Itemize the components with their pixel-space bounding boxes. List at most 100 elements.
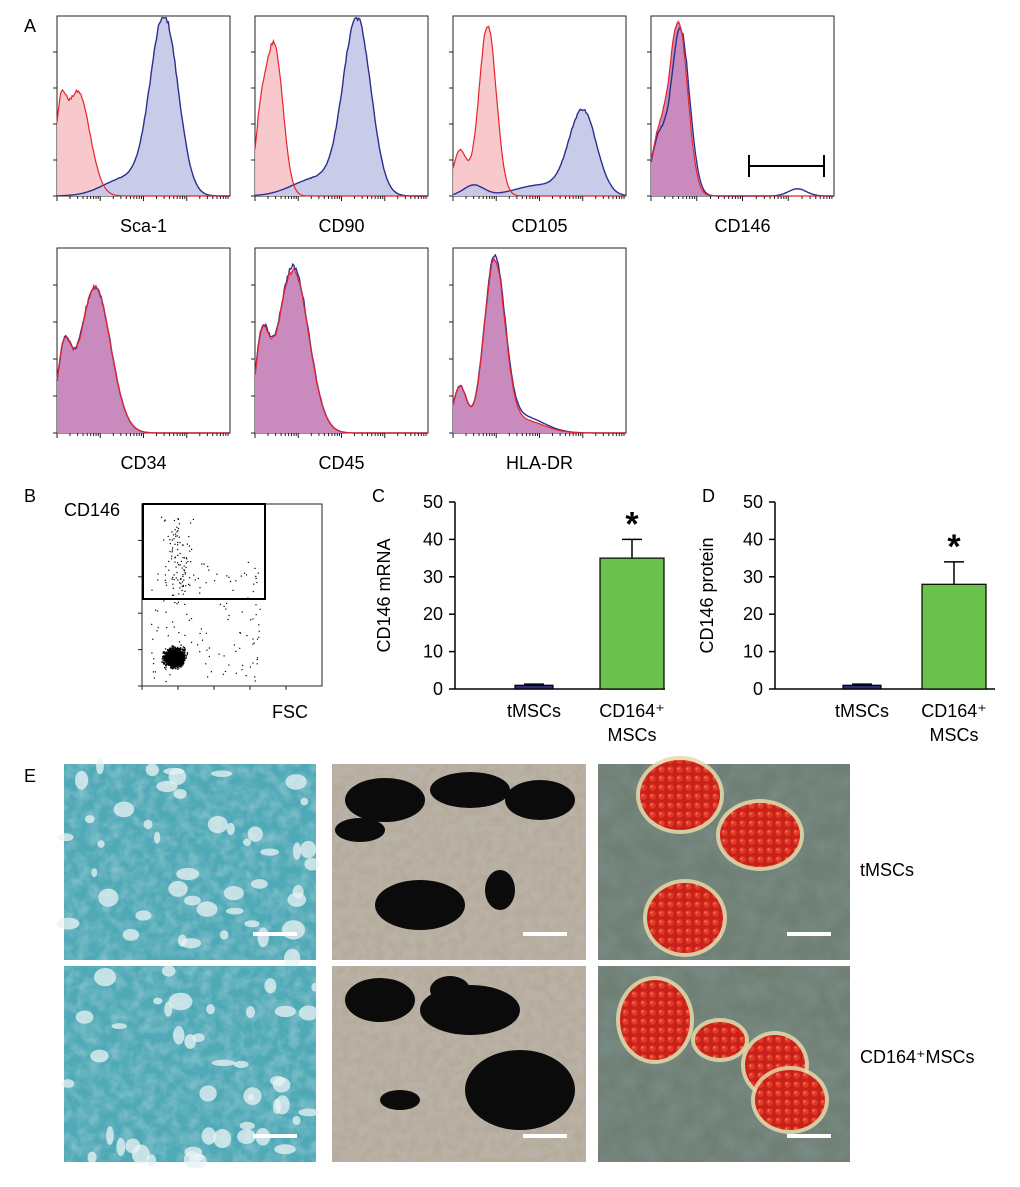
micrograph-oil-cd164 <box>598 966 850 1162</box>
cell-vacuole <box>300 797 309 806</box>
y-tick-label: 30 <box>743 567 763 587</box>
scale-bar <box>787 1134 831 1138</box>
dot-plot-event <box>242 664 244 666</box>
dot-plot-event <box>179 653 181 656</box>
dot-plot-event <box>208 569 210 571</box>
dot-plot-event <box>182 557 184 559</box>
dot-plot-xlabel: FSC <box>272 702 308 722</box>
dot-plot-event <box>164 519 166 521</box>
dot-plot-event <box>179 663 181 665</box>
dot-plot-event <box>172 621 174 623</box>
histogram-ticks <box>449 284 625 438</box>
dot-plot-event <box>151 652 153 654</box>
significance-mark: * <box>947 528 961 566</box>
dot-plot-event <box>169 651 171 654</box>
histogram-ticks <box>449 51 625 201</box>
dot-plot-event <box>151 623 153 625</box>
micrograph-grid <box>56 756 850 1169</box>
error-bar <box>852 683 872 686</box>
dot-plot-event <box>185 657 187 659</box>
dot-plot-event <box>157 626 159 629</box>
dot-plot-event <box>162 659 165 661</box>
dot-plot-event <box>170 558 173 560</box>
dot-plot-event <box>172 652 174 654</box>
dot-plot-event <box>173 650 175 652</box>
dot-plot-event <box>163 651 165 654</box>
dot-plot-event <box>173 654 175 656</box>
dot-plot-event <box>169 650 171 652</box>
dot-plot-event <box>182 662 184 664</box>
dot-plot-event <box>170 656 172 658</box>
dot-plot-event <box>167 659 169 661</box>
dot-plot-event <box>179 656 181 659</box>
y-axis-label: CD146 mRNA <box>374 538 394 652</box>
dot-plot-event <box>174 661 176 664</box>
dot-plot-event <box>169 653 172 655</box>
dot-plot-event <box>225 608 227 610</box>
dot-plot-event <box>170 648 172 650</box>
dot-plot-event <box>177 579 179 581</box>
dot-plot-event <box>151 589 153 591</box>
dot-plot-event <box>181 654 183 656</box>
dot-plot-event <box>176 648 178 651</box>
dot-plot-event <box>174 561 176 563</box>
dot-plot-event <box>199 592 201 594</box>
dot-plot-event <box>165 664 167 666</box>
cell-vacuole <box>226 907 244 915</box>
cell-vacuole <box>135 910 152 921</box>
dot-plot-event <box>171 666 173 668</box>
dot-plot-event <box>178 593 180 595</box>
dot-plot-event <box>171 661 174 664</box>
x-tick-label: tMSCs <box>507 701 561 721</box>
dot-plot-event <box>172 664 175 666</box>
dot-plot-event <box>254 680 256 682</box>
micrograph-alcian-cd164 <box>61 965 319 1169</box>
dot-plot-events <box>151 516 261 683</box>
dot-plot-event <box>172 661 175 663</box>
mineral-deposit <box>465 1050 575 1130</box>
dot-plot-event <box>246 635 248 637</box>
dot-plot-event <box>167 654 169 656</box>
cell-vacuole <box>111 1023 127 1030</box>
dot-plot-event <box>168 658 170 660</box>
dot-plot-event <box>165 611 167 613</box>
dot-plot-event <box>250 619 252 621</box>
dot-plot-event <box>175 663 177 665</box>
dot-plot-event <box>181 665 183 667</box>
mineral-deposit <box>345 978 415 1022</box>
dot-plot-event <box>181 567 183 569</box>
dot-plot-event <box>179 564 181 566</box>
dot-plot-event <box>170 651 172 653</box>
dot-plot-event <box>164 660 166 662</box>
dot-plot-event <box>166 657 168 660</box>
dot-plot-event <box>164 658 166 660</box>
dot-plot-event <box>180 578 182 580</box>
cell-vacuole <box>75 770 89 790</box>
dot-plot-event <box>164 662 166 664</box>
dot-plot-event <box>153 677 155 679</box>
dot-plot-event <box>174 663 176 665</box>
dot-plot-event <box>172 587 174 589</box>
dot-plot-event <box>194 579 196 581</box>
y-axis-label: CD146 protein <box>697 537 717 653</box>
dot-plot-event <box>181 660 183 662</box>
dot-plot-event <box>180 583 182 585</box>
dot-plot-event <box>177 518 179 520</box>
dot-plot-event <box>184 590 186 592</box>
dot-plot-event <box>174 650 176 652</box>
dot-plot-event <box>181 651 183 653</box>
dot-plot-event <box>178 523 180 525</box>
dot-plot-event <box>173 594 175 596</box>
histogram-ticks <box>251 284 427 438</box>
cell-vacuole <box>250 879 268 889</box>
histogram-label: CD45 <box>318 453 364 473</box>
dot-plot-event <box>178 665 180 667</box>
dot-plot-event <box>177 650 179 652</box>
dot-plot-event <box>166 662 168 664</box>
dot-plot-event <box>190 618 193 620</box>
dot-plot-event <box>156 610 159 612</box>
dot-plot-event <box>168 664 170 666</box>
cell-vacuole <box>211 1059 236 1067</box>
y-tick-label: 0 <box>433 679 443 699</box>
dot-plot-event <box>210 671 212 673</box>
